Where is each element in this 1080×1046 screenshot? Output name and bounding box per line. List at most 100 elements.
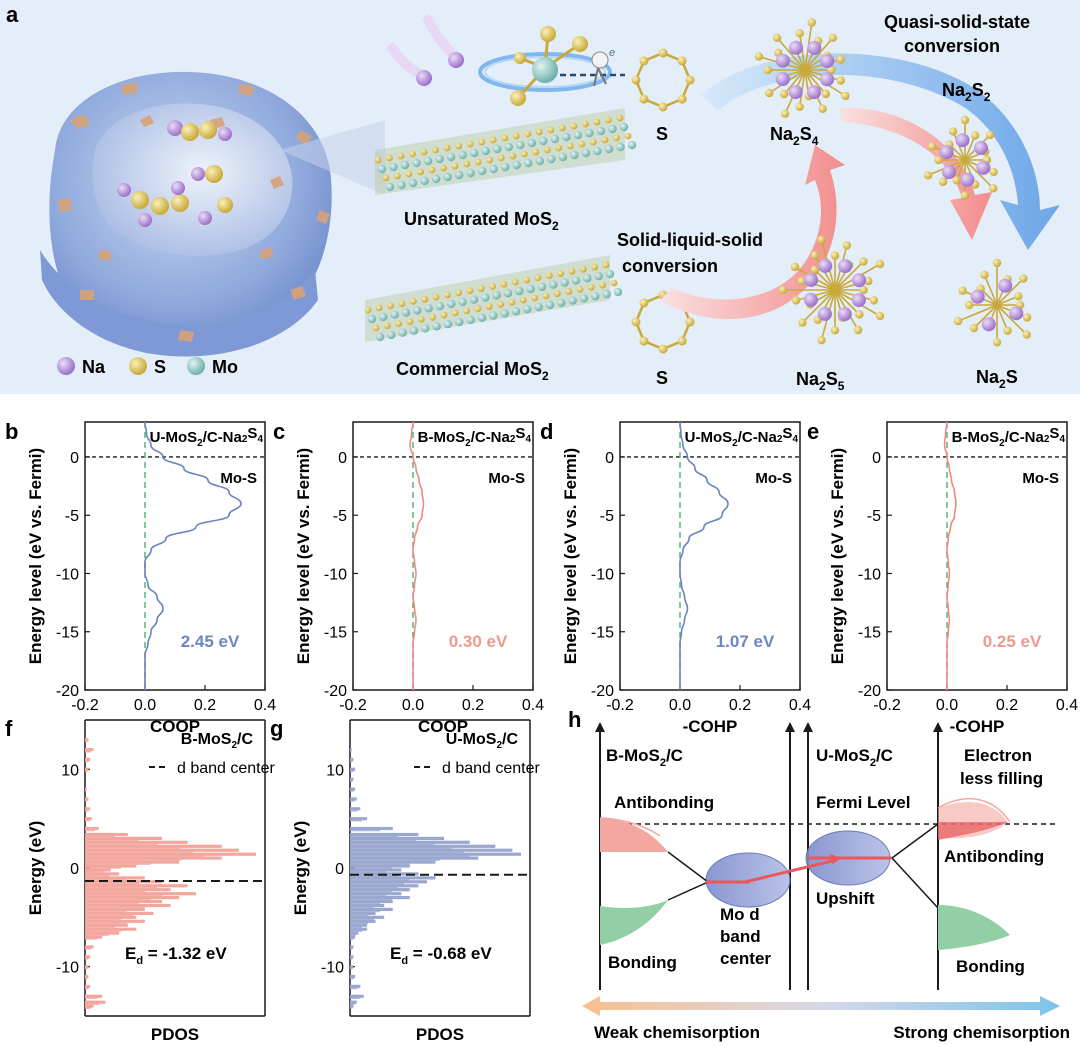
chart-e-mo-s-curve [943,421,957,690]
chart-b-integral-value: 2.45 eV [181,632,240,651]
chart-f-bar [85,948,91,950]
chart-g-bar [350,894,386,897]
chart-g-bar [350,770,354,773]
chart-e-integral-value: 0.25 eV [983,632,1042,651]
chart-d-xtick: 0.2 [729,697,751,714]
chart-e-xtick: -0.2 [873,697,901,714]
commercial-mos2-label: Commercial MoS2 [396,359,549,383]
chart-f-bar [85,1004,94,1008]
chart-f-legend: d band center [177,760,276,777]
mo-legend-marker [187,357,205,375]
chart-g-bar [350,856,479,860]
chart-c-bond-label: Mo-S [488,470,525,487]
chart-g-bar [350,839,416,842]
chart-b-ytick: 0 [70,450,79,467]
chart-f-bar [85,927,137,931]
chart-g-bar [350,906,374,909]
chart-b-ytick: -15 [56,625,79,642]
chart-g: g 10 0 -10 Energy (eV) U-MoS2/C d band center E… [270,716,541,1044]
chart-f-bar [85,832,128,837]
chart-d-mo-s-curve [679,421,729,690]
chart-f-bar [85,914,133,917]
chart-f-bar [85,930,121,932]
chart-g-bar [350,994,364,998]
solid-liquid-title-line1: Solid-liquid-solid [617,230,763,250]
chart-f-bar [85,934,109,936]
chart-f: f 10 0 -10 Energy (eV) B-MoS2/C d band center E… [5,716,276,1044]
chart-f-ytick: -10 [56,960,79,977]
chart-g-bar [350,890,392,893]
chart-f-bar [85,907,145,911]
chart-g-bar [350,750,352,753]
chart-d-xlabel: -COHP [683,717,738,736]
chart-d-ytick: -15 [591,625,614,642]
atom-legend: Na S Mo [57,357,238,377]
chart-g-bar [350,911,376,915]
chart-f-bar [85,835,115,838]
chart-f-bar [85,797,89,801]
chart-e-xlabel: -COHP [950,717,1005,736]
chemisorption-gradient-arrow [582,996,1060,1016]
chart-g-bar [350,777,354,781]
chart-f-bar [85,767,89,771]
chart-e-ytick: -15 [858,625,881,642]
h-bonding-right: Bonding [956,957,1025,976]
chart-g-bar [350,819,362,822]
coop-cohp-charts: b Energy level (eV vs. Fermi) 0 -5 -10 -15 -20… [5,419,1078,736]
chart-f-bar [85,955,91,959]
chart-c-ytick: -20 [324,683,347,700]
chart-g-bar [350,780,353,782]
chart-g-bar [350,790,354,792]
commercial-mos2-sheet [364,255,623,342]
panel-h: h [568,707,1070,1042]
chart-g-bar [350,864,410,868]
pdos-charts: f 10 0 -10 Energy (eV) B-MoS2/C d band center E… [5,716,541,1044]
chart-g-bar [350,760,353,763]
panel-a-letter: a [6,2,19,27]
chart-g-bar [350,907,393,911]
chart-e-ytick: -5 [867,508,881,525]
chart-f-bar [85,884,188,888]
weak-chemisorption-label: Weak chemisorption [594,1023,760,1042]
chart-c-ytick: -10 [324,566,347,583]
chart-d-ytick: -5 [600,508,614,525]
chart-f-bar [85,863,151,865]
chart-f-bar [85,974,89,979]
chart-f-bar [85,967,88,970]
chart-g-bar [350,1000,357,1004]
chart-c-ylabel: Energy level (eV vs. Fermi) [294,448,313,664]
chart-g-bar [350,958,353,960]
quasi-solid-title-line1: Quasi-solid-state [884,12,1030,32]
electron-symbol: e [609,47,615,59]
na2s4-to-na2s-arrow [840,107,992,240]
s8-ring-top [631,48,695,112]
chart-c-xtick: 0.4 [522,697,544,714]
chart-g-bar [350,923,368,927]
chart-f-bar [85,918,121,921]
chart-c-xtick: 0.0 [402,697,424,714]
incoming-na-atoms [387,15,464,86]
chart-g-bar [350,840,470,844]
chart-f-bar [85,994,103,998]
unsaturated-mos2-label: Unsaturated MoS2 [404,209,559,233]
chart-f-bar [85,750,91,753]
chart-f-bar [85,826,99,831]
chart-g-bar [350,860,436,864]
chart-c-integral-value: 0.30 eV [449,632,508,651]
chart-f-bar [85,760,89,763]
chart-g-bar [350,800,355,802]
chart-f-bar [85,886,157,889]
chart-f-bar [85,872,120,876]
chart-f-bar [85,879,127,881]
chart-f-bar [85,888,171,892]
chart-g-bar [350,967,353,970]
chart-g-bar [350,918,374,921]
na-s-clusters-inside-sphere [117,120,233,227]
chart-f-bar [85,945,94,949]
na2s5-cluster [778,235,885,345]
chart-g-bar [350,883,404,885]
chart-b-xtick: 0.2 [194,697,216,714]
chart-g-bar [350,843,434,846]
chart-g-bar [350,867,392,869]
chart-g-bar [350,767,356,771]
